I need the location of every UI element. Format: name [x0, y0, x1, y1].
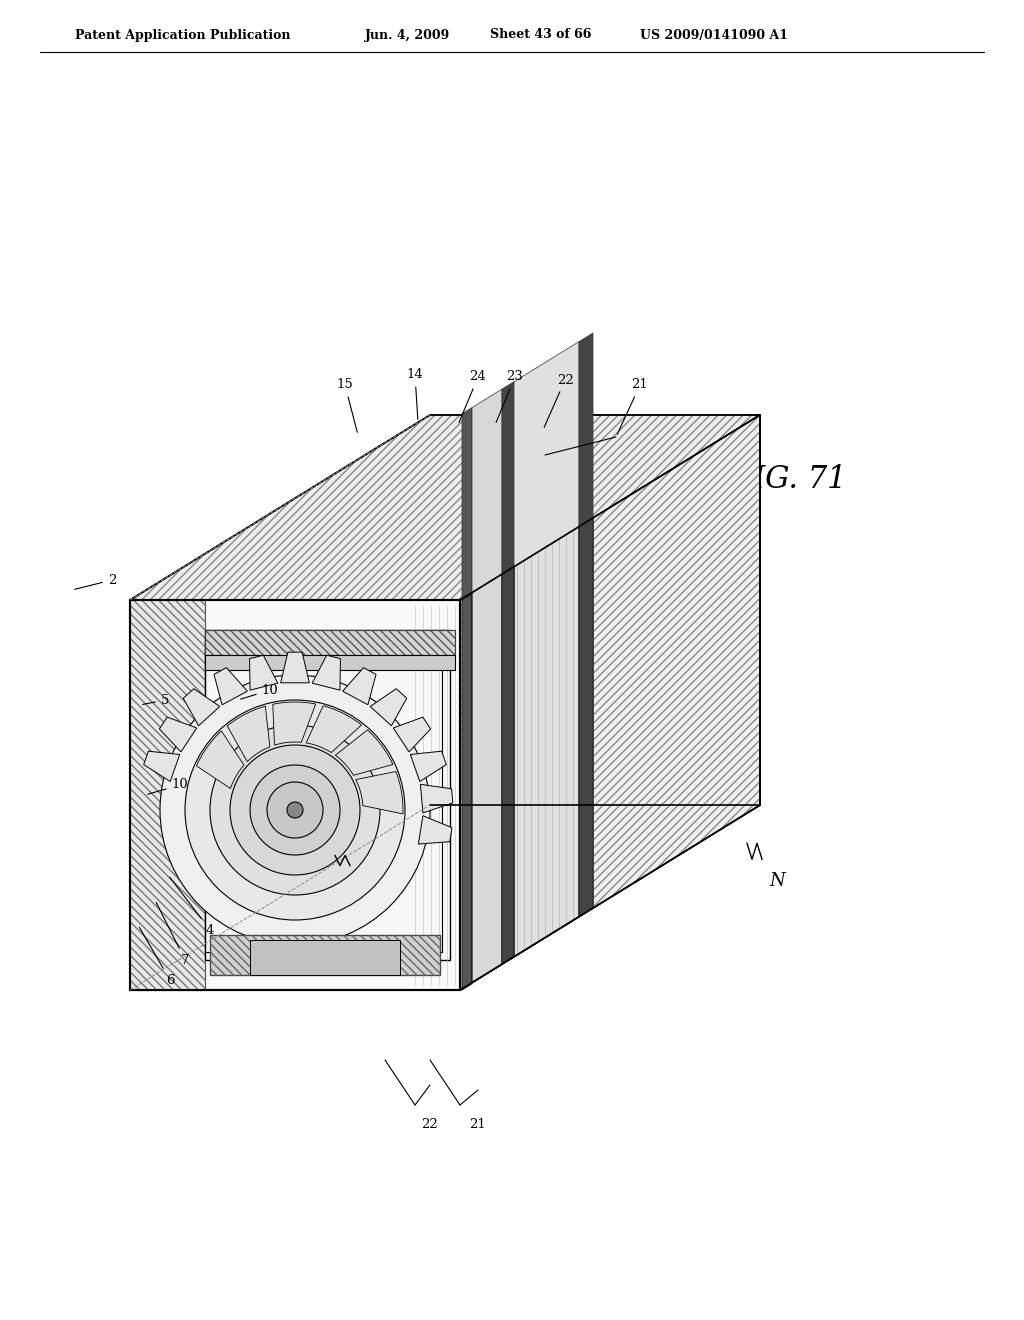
Polygon shape	[514, 527, 579, 957]
Text: 22: 22	[422, 1118, 438, 1131]
Polygon shape	[472, 574, 502, 982]
Polygon shape	[281, 652, 309, 682]
Circle shape	[185, 700, 406, 920]
Text: Sheet 43 of 66: Sheet 43 of 66	[490, 29, 592, 41]
Polygon shape	[130, 805, 760, 990]
Polygon shape	[593, 414, 760, 908]
Text: 6: 6	[139, 928, 174, 986]
Polygon shape	[421, 784, 453, 813]
Polygon shape	[502, 566, 514, 964]
Polygon shape	[514, 342, 579, 566]
Text: 14: 14	[407, 368, 423, 420]
Polygon shape	[183, 689, 220, 726]
Polygon shape	[335, 730, 393, 775]
Polygon shape	[502, 381, 514, 574]
Polygon shape	[579, 333, 593, 527]
Circle shape	[210, 725, 380, 895]
Text: Patent Application Publication: Patent Application Publication	[75, 29, 291, 41]
Polygon shape	[462, 594, 472, 990]
Text: 2: 2	[75, 573, 116, 589]
Text: 22: 22	[544, 374, 573, 428]
Polygon shape	[160, 717, 197, 752]
Text: 5: 5	[142, 693, 169, 706]
Polygon shape	[306, 706, 361, 752]
Text: 23: 23	[496, 371, 523, 422]
Polygon shape	[312, 655, 340, 690]
Polygon shape	[205, 630, 450, 960]
Polygon shape	[250, 940, 400, 975]
Text: 21: 21	[617, 379, 648, 434]
Polygon shape	[143, 751, 179, 781]
Text: Jun. 4, 2009: Jun. 4, 2009	[365, 29, 451, 41]
Text: N: N	[769, 873, 784, 890]
Circle shape	[160, 675, 430, 945]
Circle shape	[267, 781, 323, 838]
Polygon shape	[411, 751, 446, 781]
Polygon shape	[419, 816, 452, 843]
Polygon shape	[130, 601, 460, 990]
Polygon shape	[462, 408, 472, 599]
Polygon shape	[272, 702, 315, 746]
Polygon shape	[460, 414, 760, 990]
Polygon shape	[130, 414, 760, 601]
Polygon shape	[393, 717, 431, 752]
Text: FIG. 71: FIG. 71	[733, 465, 847, 495]
Polygon shape	[343, 668, 376, 705]
Polygon shape	[227, 706, 270, 762]
Polygon shape	[250, 655, 278, 690]
Text: 21: 21	[470, 1118, 486, 1131]
Circle shape	[230, 744, 360, 875]
Text: 10: 10	[147, 779, 188, 795]
Polygon shape	[130, 601, 205, 990]
Text: 7: 7	[157, 903, 189, 966]
Text: US 2009/0141090 A1: US 2009/0141090 A1	[640, 29, 788, 41]
Circle shape	[250, 766, 340, 855]
Polygon shape	[579, 517, 593, 916]
Text: 10: 10	[241, 684, 279, 700]
Circle shape	[287, 803, 303, 818]
Polygon shape	[205, 655, 455, 671]
Polygon shape	[355, 771, 403, 814]
Text: 15: 15	[337, 379, 357, 433]
Polygon shape	[197, 731, 244, 788]
Polygon shape	[205, 630, 455, 655]
Polygon shape	[371, 689, 407, 726]
Text: 4: 4	[170, 878, 214, 936]
Text: 24: 24	[459, 371, 486, 422]
Polygon shape	[472, 389, 502, 593]
Polygon shape	[214, 668, 248, 705]
Polygon shape	[210, 935, 440, 975]
